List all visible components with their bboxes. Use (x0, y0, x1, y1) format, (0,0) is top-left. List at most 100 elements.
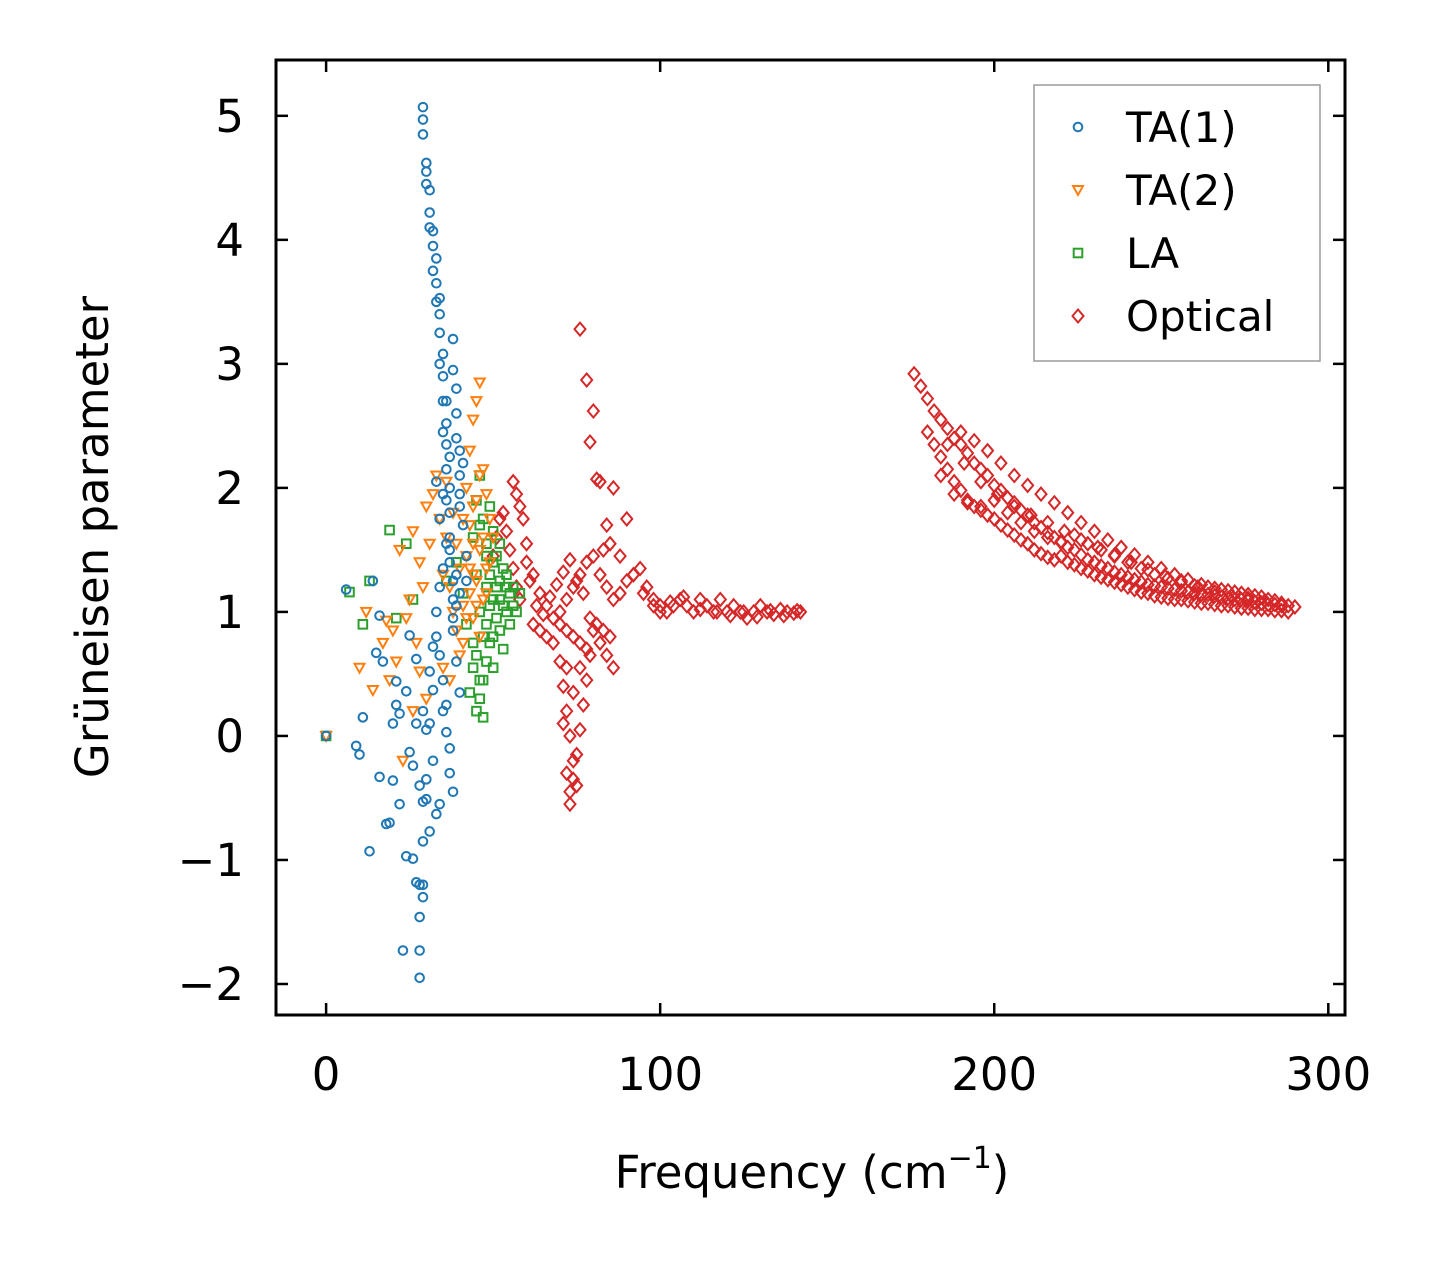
legend-label: LA (1126, 229, 1179, 278)
point-optical (1060, 504, 1075, 521)
point-ta-1 (407, 760, 419, 772)
point-optical (1241, 590, 1255, 607)
point-la (477, 712, 489, 723)
axis-ticks: 0 100 200 300 −2 −1 0 1 2 3 4 5 (178, 60, 1371, 1101)
point-ta-1 (431, 476, 442, 487)
point-optical (1224, 587, 1239, 604)
point-optical (586, 402, 601, 420)
point-ta-1 (421, 166, 432, 177)
series-la (320, 470, 526, 742)
point-ta-1 (404, 630, 415, 641)
point-ta-2 (486, 532, 500, 545)
point-optical (519, 554, 534, 571)
point-la (467, 662, 479, 674)
point-ta-2 (406, 526, 420, 539)
point-optical (960, 492, 975, 509)
point-optical (1034, 486, 1048, 503)
point-ta-2 (456, 637, 470, 650)
point-ta-1 (427, 755, 439, 767)
legend-label: TA(1) (1125, 103, 1237, 152)
point-optical (1141, 554, 1155, 571)
point-optical (987, 510, 1002, 527)
point-la (464, 687, 476, 698)
point-optical (957, 455, 971, 472)
point-optical (606, 659, 621, 676)
point-la (514, 588, 526, 599)
point-optical (1161, 570, 1175, 587)
point-optical (1087, 523, 1102, 540)
point-ta-1 (454, 687, 466, 698)
point-optical (1101, 531, 1115, 549)
point-optical (736, 603, 751, 620)
point-optical (974, 473, 988, 490)
point-optical (573, 721, 587, 738)
point-ta-1 (461, 550, 472, 562)
point-ta-1 (444, 507, 456, 518)
point-ta-2 (412, 666, 427, 679)
point-ta-2 (466, 613, 480, 626)
point-optical (940, 420, 955, 437)
point-ta-1 (441, 395, 452, 407)
point-ta-1 (414, 945, 425, 956)
point-ta-1 (417, 705, 429, 717)
legend: TA(1) TA(2) LA Optical (1033, 84, 1321, 362)
point-ta-1 (417, 114, 429, 125)
point-optical (646, 591, 661, 608)
point-optical (1281, 603, 1296, 620)
point-ta-1 (444, 451, 456, 463)
point-la (484, 569, 496, 581)
point-optical (1067, 526, 1082, 544)
point-optical (954, 436, 968, 453)
point-optical (606, 479, 621, 496)
point-optical (563, 551, 577, 568)
point-ta-1 (437, 426, 449, 438)
point-ta-1 (461, 575, 472, 587)
point-ta-1 (441, 463, 452, 475)
point-optical (559, 591, 574, 608)
point-la (481, 619, 492, 630)
point-ta-2 (459, 613, 474, 626)
point-la (497, 643, 509, 655)
point-ta-2 (466, 414, 480, 427)
point-optical (1080, 551, 1095, 568)
point-ta-2 (466, 538, 480, 551)
point-optical (589, 616, 604, 633)
point-ta-2 (469, 495, 484, 508)
point-ta-1 (417, 891, 429, 903)
point-optical (920, 424, 935, 441)
y-tick-label: 4 (215, 214, 244, 267)
point-optical (1121, 579, 1135, 596)
point-ta-1 (424, 222, 435, 233)
point-optical (576, 696, 591, 713)
point-optical (1154, 560, 1169, 577)
point-la (507, 581, 519, 593)
point-optical (1127, 581, 1142, 598)
point-optical (1067, 556, 1082, 573)
point-optical (1107, 546, 1122, 563)
point-ta-2 (376, 637, 390, 650)
point-optical (569, 572, 584, 589)
point-optical (760, 603, 774, 620)
point-ta-1 (414, 972, 425, 984)
point-optical (586, 622, 601, 639)
point-la (481, 538, 492, 550)
point-optical (1114, 576, 1128, 593)
point-la (487, 631, 499, 643)
point-optical (579, 371, 594, 389)
point-optical (599, 579, 614, 596)
point-optical (1191, 579, 1205, 596)
point-optical (980, 467, 995, 484)
point-optical (1040, 524, 1055, 541)
point-optical (776, 607, 791, 624)
point-optical (613, 585, 627, 602)
point-ta-2 (436, 569, 450, 582)
point-optical (1074, 531, 1088, 549)
point-optical (1007, 494, 1022, 511)
point-ta-1 (377, 656, 389, 667)
point-optical (1288, 598, 1302, 616)
point-optical (566, 752, 581, 769)
point-optical (513, 498, 527, 515)
point-optical (907, 365, 921, 382)
point-ta-1 (454, 445, 466, 456)
point-optical (994, 517, 1008, 534)
